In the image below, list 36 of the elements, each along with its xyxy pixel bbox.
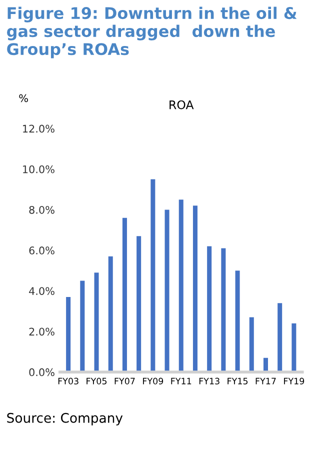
bar	[178, 200, 184, 372]
bar	[292, 323, 296, 372]
y-tick-label: 4.0%	[29, 287, 54, 295]
bar	[136, 236, 142, 372]
bar	[66, 296, 71, 372]
y-tick-label: 2.0%	[29, 328, 54, 336]
y-tick-label: 8.0%	[29, 206, 54, 214]
bar	[278, 303, 282, 372]
x-tick-label: FY11	[171, 378, 192, 384]
source-note: Source: Company	[7, 412, 123, 426]
bar	[122, 218, 127, 372]
bar	[80, 280, 85, 372]
bar	[249, 317, 254, 372]
x-tick-label: FY13	[199, 378, 220, 384]
bar	[192, 206, 198, 372]
bar	[164, 210, 170, 372]
bar	[235, 270, 240, 372]
x-tick-label: FY15	[228, 378, 248, 384]
bar	[108, 256, 113, 372]
x-tick-label: FY03	[58, 378, 78, 384]
chart-title: Figure 19: Downturn in the oil & gas sector dragged down the Group’s ROAs	[7, 6, 297, 58]
bar	[150, 179, 156, 372]
y-tick-label: 12.0%	[23, 124, 54, 133]
y-tick-label: 0.0%	[29, 368, 54, 376]
bar	[94, 272, 99, 372]
bar	[221, 248, 226, 372]
bar	[207, 246, 212, 372]
chart-subtitle: ROA	[170, 100, 194, 110]
y-tick-label: 6.0%	[29, 246, 54, 254]
x-tick-label: FY19	[284, 378, 304, 384]
x-tick-label: FY07	[114, 378, 135, 384]
y-axis-title: %	[19, 94, 28, 102]
x-tick-label: FY05	[86, 378, 107, 384]
x-tick-label: FY09	[143, 378, 164, 384]
x-tick-label: FY17	[256, 378, 276, 384]
y-tick-label: 10.0%	[23, 165, 54, 174]
